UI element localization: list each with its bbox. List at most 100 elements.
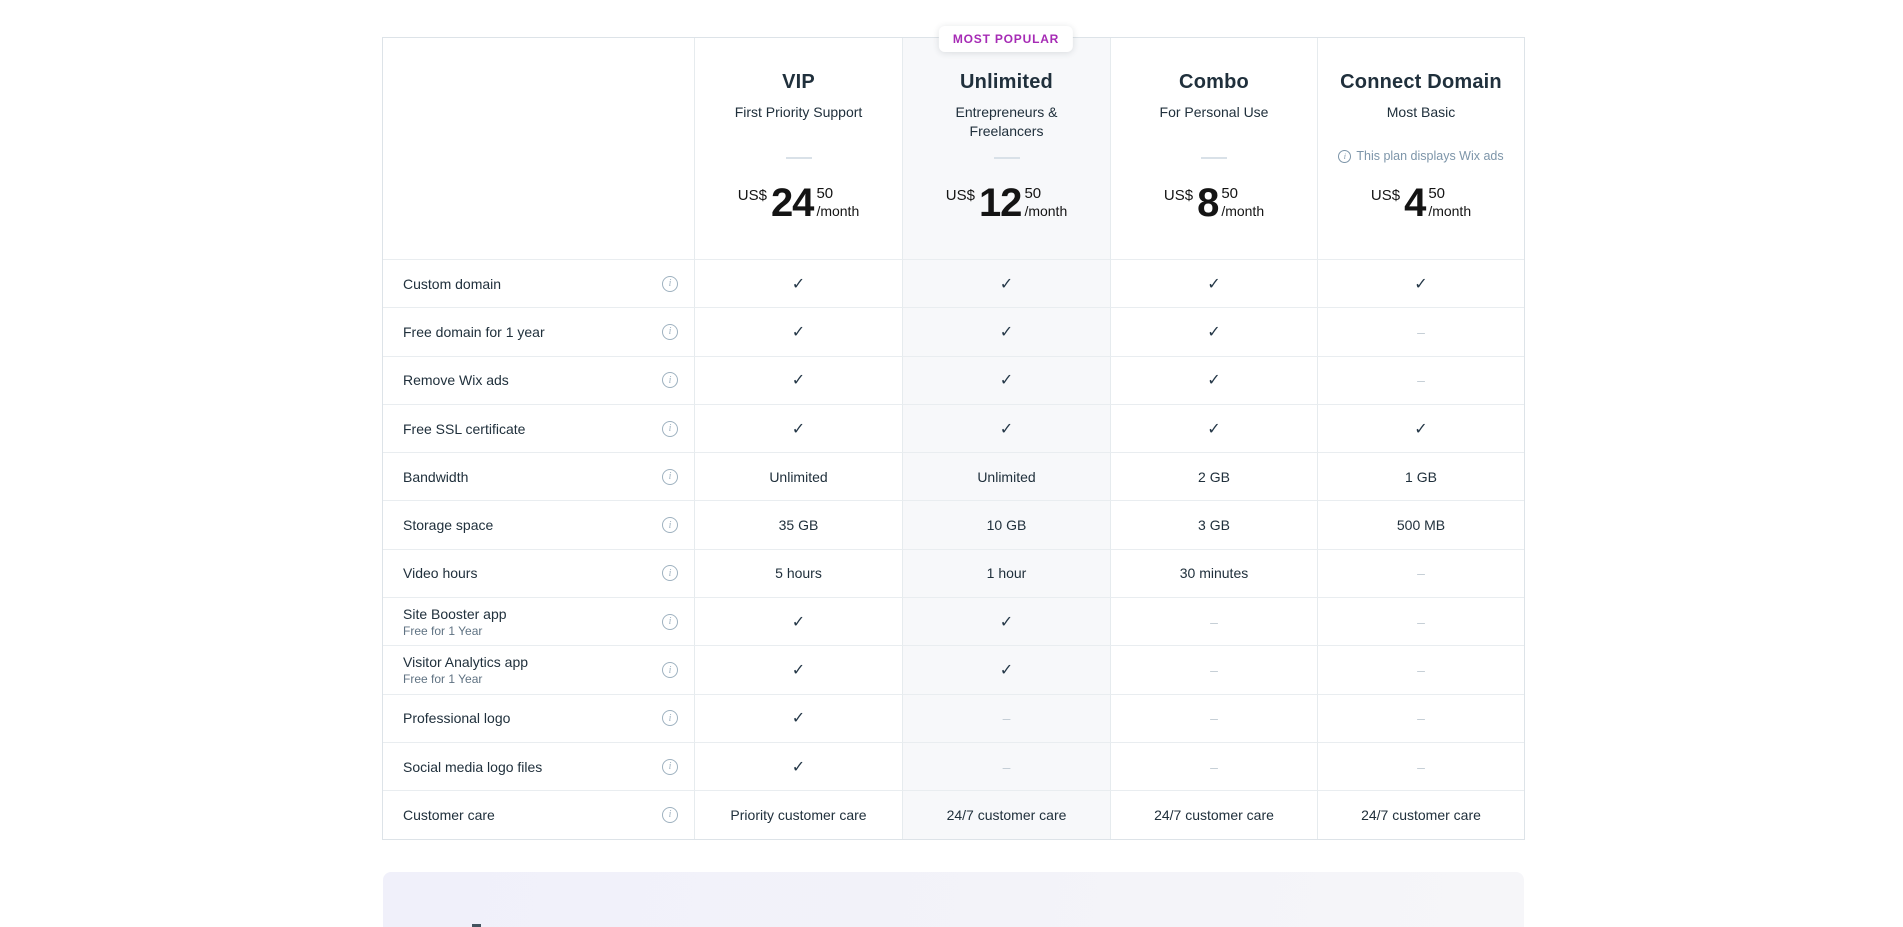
price-currency: US$ bbox=[1370, 187, 1401, 204]
info-icon[interactable]: i bbox=[662, 758, 678, 775]
plan-price: US$ 24 50/month bbox=[695, 183, 902, 223]
plan-ads-note-text: This plan displays Wix ads bbox=[1356, 149, 1504, 163]
feature-value-cell: 3 GB bbox=[1110, 500, 1317, 549]
feature-label: Video hours bbox=[403, 565, 478, 582]
feature-value: ✓ bbox=[791, 613, 806, 631]
feature-label: Customer care bbox=[403, 806, 495, 823]
feature-value-cell: 1 GB bbox=[1317, 452, 1524, 501]
feature-label: Free domain for 1 year bbox=[403, 323, 545, 340]
plan-header-0: VIP First Priority Support US$ 24 50/month bbox=[694, 38, 902, 259]
info-icon[interactable]: i bbox=[662, 517, 678, 534]
feature-value: – bbox=[1417, 565, 1425, 582]
feature-value: ✓ bbox=[791, 275, 806, 293]
info-icon[interactable]: i bbox=[662, 565, 678, 582]
price-per-month: /month bbox=[1428, 202, 1472, 219]
feature-value-cell: – bbox=[1110, 597, 1317, 646]
feature-row-label-cell: Site Booster app Free for 1 Year i bbox=[383, 597, 694, 645]
bottom-section-panel bbox=[383, 872, 1524, 927]
feature-label: Site Booster app bbox=[403, 605, 507, 622]
feature-value-cell: 24/7 customer care bbox=[902, 790, 1110, 839]
feature-label: Free SSL certificate bbox=[403, 420, 526, 437]
feature-value: ✓ bbox=[1207, 372, 1221, 390]
feature-value: – bbox=[1417, 710, 1425, 727]
feature-value: ✓ bbox=[999, 662, 1014, 680]
feature-value-cell: 5 hours bbox=[694, 548, 902, 598]
feature-value: 3 GB bbox=[1198, 517, 1230, 534]
feature-value-cell: Priority customer care bbox=[694, 790, 902, 839]
feature-value-cell: ✓ bbox=[694, 355, 902, 404]
feature-label: Custom domain bbox=[403, 275, 502, 292]
feature-value-cell: – bbox=[902, 693, 1110, 742]
feature-value: 2 GB bbox=[1198, 468, 1230, 485]
feature-value-cell: – bbox=[1317, 548, 1524, 598]
feature-value: ✓ bbox=[1207, 323, 1221, 341]
plan-subtitle: Entrepreneurs & Freelancers bbox=[955, 104, 1058, 139]
feature-value: ✓ bbox=[791, 420, 806, 438]
feature-row-label-cell: Bandwidth i bbox=[383, 452, 694, 500]
header-divider bbox=[785, 157, 812, 159]
feature-value-cell: – bbox=[1317, 355, 1524, 404]
info-icon[interactable]: i bbox=[662, 806, 678, 823]
feature-value-cell: ✓ bbox=[902, 403, 1110, 453]
feature-value-cell: ✓ bbox=[694, 741, 902, 791]
feature-value: ✓ bbox=[1414, 420, 1428, 438]
feature-row-label-cell: Professional logo i bbox=[383, 693, 694, 742]
price-amount: 8 bbox=[1197, 181, 1219, 225]
feature-value-cell: ✓ bbox=[902, 307, 1110, 356]
plan-header-2: Combo For Personal Use US$ 8 50/month bbox=[1110, 38, 1317, 259]
feature-row-label-cell: Custom domain i bbox=[383, 259, 694, 307]
price-cents: 50 bbox=[816, 185, 834, 202]
info-icon[interactable]: i bbox=[662, 710, 678, 727]
feature-row-label-cell: Video hours i bbox=[383, 548, 694, 597]
feature-value: – bbox=[1002, 710, 1011, 727]
info-icon[interactable]: i bbox=[662, 420, 678, 437]
feature-value: – bbox=[1210, 613, 1218, 630]
feature-value-cell: Unlimited bbox=[902, 452, 1110, 501]
feature-value: 30 minutes bbox=[1179, 565, 1249, 582]
price-amount: 4 bbox=[1404, 181, 1426, 225]
info-icon[interactable]: i bbox=[662, 323, 678, 340]
feature-value: 1 hour bbox=[986, 565, 1027, 582]
feature-value: 35 GB bbox=[778, 517, 819, 534]
feature-value-cell: – bbox=[1317, 741, 1524, 791]
feature-row-label-cell: Storage space i bbox=[383, 500, 694, 548]
price-currency: US$ bbox=[737, 187, 767, 204]
plan-price: US$ 8 50/month bbox=[1111, 181, 1317, 225]
header-divider bbox=[993, 157, 1020, 159]
feature-value: ✓ bbox=[1207, 275, 1221, 293]
feature-value: 24/7 customer care bbox=[1361, 806, 1481, 823]
info-icon[interactable]: i bbox=[662, 275, 678, 292]
feature-row-label-cell: Customer care i bbox=[383, 790, 694, 838]
feature-value-cell: – bbox=[902, 741, 1110, 791]
feature-value-cell: ✓ bbox=[694, 597, 902, 646]
info-icon[interactable]: i bbox=[662, 613, 678, 630]
feature-value-cell: 30 minutes bbox=[1110, 548, 1317, 598]
plan-subtitle: First Priority Support bbox=[734, 104, 863, 120]
feature-value: – bbox=[1417, 662, 1425, 679]
feature-value-cell: – bbox=[1317, 645, 1524, 694]
plan-name: Combo bbox=[1179, 71, 1249, 93]
feature-row-label-cell: Remove Wix ads i bbox=[383, 355, 694, 404]
feature-value-cell: ✓ bbox=[694, 259, 902, 308]
pricing-comparison-table: MOST POPULAR VIP First Priority Support US… bbox=[382, 26, 1525, 840]
feature-value-cell: – bbox=[1317, 307, 1524, 356]
feature-label: Social media logo files bbox=[403, 758, 543, 775]
plan-name: Connect Domain bbox=[1340, 71, 1502, 93]
feature-value: – bbox=[1417, 613, 1425, 630]
feature-value: 24/7 customer care bbox=[946, 806, 1067, 823]
feature-sublabel: Free for 1 Year bbox=[403, 623, 483, 638]
feature-value-cell: ✓ bbox=[694, 307, 902, 356]
feature-row-label-cell: Free domain for 1 year i bbox=[383, 307, 694, 355]
feature-value: 10 GB bbox=[986, 517, 1027, 534]
feature-sublabel: Free for 1 Year bbox=[403, 672, 483, 687]
corner-cell bbox=[383, 38, 694, 259]
price-per-month: /month bbox=[1024, 202, 1068, 219]
info-icon[interactable]: i bbox=[662, 372, 678, 389]
feature-value: – bbox=[1210, 662, 1218, 679]
feature-value-cell: – bbox=[1110, 741, 1317, 791]
info-icon[interactable]: i bbox=[662, 468, 678, 485]
feature-value: – bbox=[1417, 758, 1425, 775]
info-icon[interactable]: i bbox=[662, 662, 678, 679]
feature-value-cell: 24/7 customer care bbox=[1317, 790, 1524, 839]
price-per-month: /month bbox=[1221, 202, 1265, 219]
